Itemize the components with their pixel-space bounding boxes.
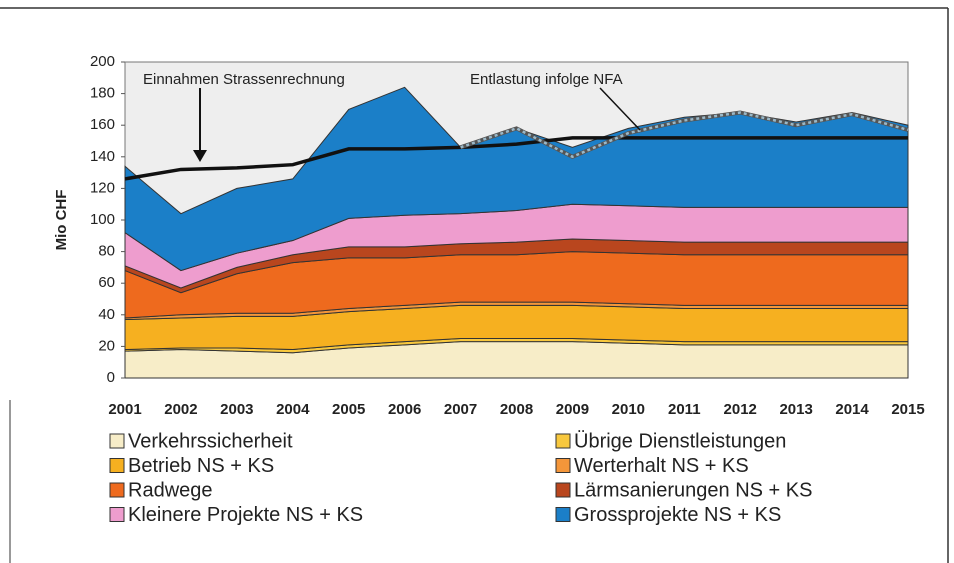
x-tick-label: 2004 bbox=[276, 401, 310, 418]
legend-swatch bbox=[109, 482, 125, 498]
legend-swatch bbox=[109, 507, 125, 522]
x-tick-label: 2001 bbox=[108, 401, 141, 418]
y-tick-label: 0 bbox=[107, 369, 115, 386]
x-tick-label: 2014 bbox=[835, 401, 869, 418]
annotation: Einnahmen Strassenrechnung bbox=[143, 71, 345, 88]
x-tick-label: 2003 bbox=[220, 401, 253, 418]
x-tick-label: 2012 bbox=[724, 401, 757, 418]
x-tick-label: 2007 bbox=[444, 401, 477, 418]
x-tick-label: 2010 bbox=[612, 401, 645, 418]
legend-swatch bbox=[109, 433, 125, 449]
annotation: Entlastung infolge NFA bbox=[470, 71, 623, 88]
y-tick-label: 100 bbox=[90, 211, 115, 228]
y-tick-label: 140 bbox=[90, 148, 115, 165]
legend-label: Radwege bbox=[128, 479, 213, 501]
legend-label: Übrige Dienstleistungen bbox=[574, 430, 786, 452]
legend-swatch bbox=[555, 507, 571, 522]
line bbox=[124, 136, 908, 181]
x-tick-label: 2008 bbox=[500, 401, 533, 418]
legend-label: Grossprojekte NS + KS bbox=[574, 504, 781, 526]
legend-swatch bbox=[555, 458, 571, 473]
y-tick-label: 180 bbox=[90, 85, 115, 102]
y-tick-label: 80 bbox=[98, 243, 115, 260]
y-axis-label: Mio CHF bbox=[53, 190, 70, 251]
legend-swatch bbox=[109, 458, 125, 473]
legend-label: Betrieb NS + KS bbox=[128, 455, 274, 477]
arrow-head bbox=[193, 150, 207, 162]
legend-swatch bbox=[555, 433, 571, 449]
x-tick-label: 2005 bbox=[332, 401, 365, 418]
x-tick-label: 2013 bbox=[779, 401, 812, 418]
y-tick-label: 200 bbox=[90, 53, 115, 70]
legend-swatch bbox=[555, 482, 571, 498]
y-tick-label: 120 bbox=[90, 179, 115, 196]
area bbox=[124, 86, 909, 272]
x-tick-label: 2006 bbox=[388, 401, 421, 418]
line bbox=[460, 111, 909, 159]
legend-label: Verkehrssicherheit bbox=[128, 430, 293, 452]
x-tick-label: 2015 bbox=[891, 401, 924, 418]
x-tick-label: 2011 bbox=[668, 401, 701, 418]
legend-label: Lärmsanierungen NS + KS bbox=[574, 479, 812, 501]
y-tick-label: 20 bbox=[98, 337, 115, 354]
y-tick-label: 160 bbox=[90, 116, 115, 133]
y-tick-label: 60 bbox=[98, 274, 115, 291]
leader bbox=[599, 87, 641, 131]
legend-label: Werterhalt NS + KS bbox=[574, 455, 749, 477]
legend-label: Kleinere Projekte NS + KS bbox=[128, 504, 363, 526]
x-tick-label: 2002 bbox=[164, 401, 197, 418]
x-tick-label: 2009 bbox=[556, 401, 589, 418]
y-tick-label: 40 bbox=[98, 306, 115, 323]
